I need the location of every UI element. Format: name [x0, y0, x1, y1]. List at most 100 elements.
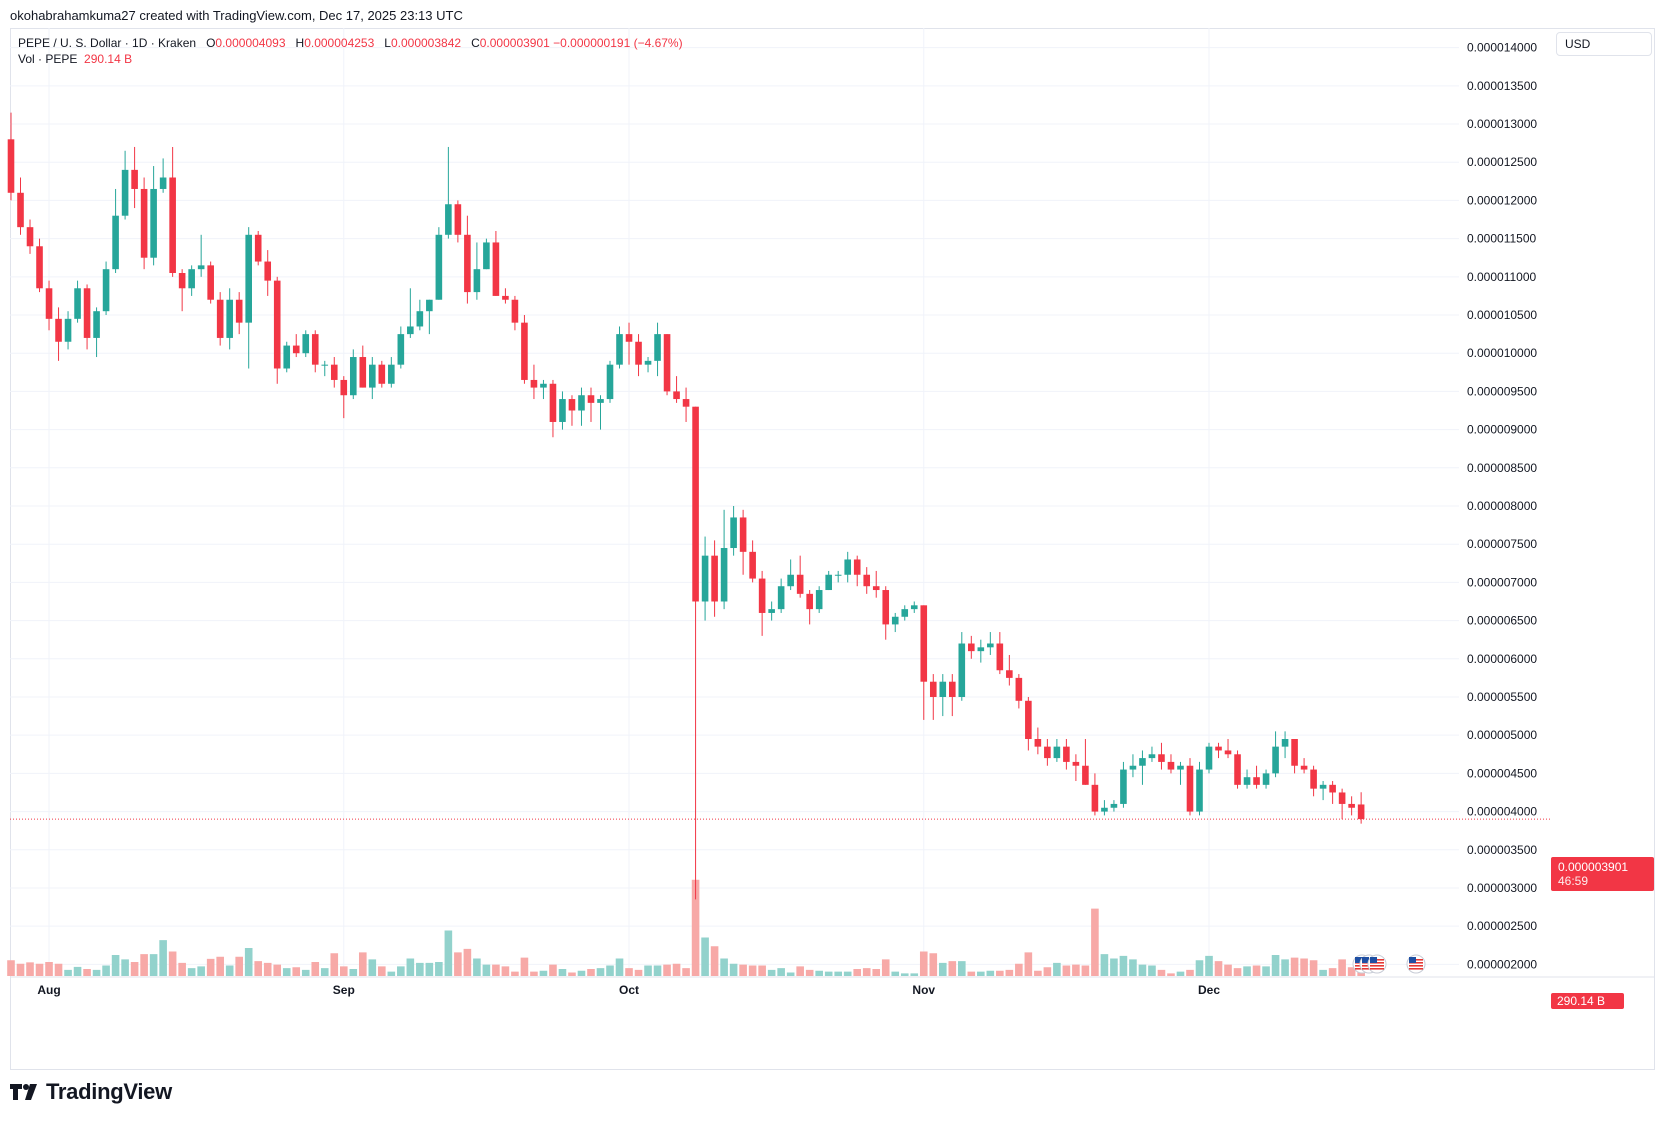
candle[interactable] [1025, 696, 1032, 751]
candle[interactable] [292, 334, 300, 358]
candle[interactable] [635, 334, 642, 377]
candle[interactable] [311, 330, 319, 373]
candle[interactable] [863, 567, 871, 594]
candle[interactable] [74, 280, 81, 323]
candle[interactable] [559, 391, 566, 430]
candle[interactable] [749, 540, 756, 583]
candle[interactable] [112, 188, 119, 273]
candle[interactable] [901, 605, 909, 621]
candle[interactable] [739, 509, 747, 575]
candle[interactable] [17, 177, 24, 235]
candle[interactable] [787, 559, 794, 591]
candle[interactable] [264, 250, 272, 296]
candle[interactable] [1310, 765, 1317, 797]
candle[interactable] [1167, 754, 1175, 774]
candle[interactable] [26, 219, 34, 254]
candle[interactable] [454, 200, 462, 243]
candle[interactable] [188, 265, 195, 296]
candle[interactable] [55, 307, 62, 361]
candle[interactable] [473, 242, 481, 300]
candle[interactable] [597, 395, 604, 430]
candle[interactable] [207, 261, 214, 304]
candle[interactable] [882, 586, 890, 640]
candle[interactable] [616, 326, 623, 369]
candle[interactable] [654, 322, 661, 377]
candle[interactable] [1243, 769, 1251, 789]
candle[interactable] [502, 288, 509, 304]
candle[interactable] [511, 295, 519, 331]
candle[interactable] [977, 639, 985, 663]
candle[interactable] [464, 215, 471, 304]
candle[interactable] [321, 360, 329, 377]
candle[interactable] [245, 227, 252, 369]
candle[interactable] [140, 177, 148, 270]
candle[interactable] [663, 334, 671, 396]
candle[interactable] [83, 284, 91, 350]
symbol-label[interactable]: PEPE / U. S. Dollar · 1D · Kraken [18, 36, 197, 50]
candle[interactable] [758, 570, 766, 636]
candle[interactable] [273, 276, 281, 384]
candle[interactable] [1129, 754, 1137, 778]
candle[interactable] [45, 280, 53, 331]
candle[interactable] [1196, 761, 1203, 816]
candle[interactable] [853, 555, 861, 587]
candle[interactable] [131, 146, 138, 209]
candle[interactable] [1158, 742, 1165, 770]
candle[interactable] [302, 330, 310, 358]
candle[interactable] [1110, 800, 1118, 812]
candle[interactable] [1205, 742, 1213, 774]
volume-label[interactable]: Vol · PEPE [18, 52, 78, 66]
candle[interactable] [254, 230, 262, 266]
candle[interactable] [1253, 765, 1260, 789]
candle[interactable] [606, 360, 614, 403]
candle[interactable] [673, 376, 680, 403]
candle[interactable] [625, 322, 633, 365]
candle[interactable] [1272, 731, 1279, 778]
candle[interactable] [929, 674, 937, 720]
candle[interactable] [388, 357, 395, 388]
candle[interactable] [349, 349, 357, 400]
candle[interactable] [1319, 781, 1327, 801]
candle[interactable] [1215, 742, 1222, 759]
candle[interactable] [1063, 739, 1070, 770]
candle[interactable] [416, 299, 424, 331]
candle[interactable] [549, 379, 557, 438]
candle[interactable] [1348, 796, 1355, 816]
candle[interactable] [1357, 792, 1365, 824]
candle[interactable] [644, 357, 652, 373]
candle[interactable] [435, 227, 443, 300]
candle[interactable] [768, 601, 775, 621]
candle[interactable] [891, 612, 899, 633]
candle[interactable] [1044, 739, 1051, 766]
candle[interactable] [93, 307, 100, 358]
candle[interactable] [64, 311, 72, 350]
candle[interactable] [844, 551, 852, 583]
candle[interactable] [1091, 773, 1099, 816]
candle[interactable] [1120, 761, 1127, 808]
candle[interactable] [216, 292, 224, 346]
candle[interactable] [578, 387, 585, 426]
candle[interactable] [682, 387, 690, 422]
candle[interactable] [7, 112, 15, 201]
candle[interactable] [492, 230, 500, 296]
candle[interactable] [1338, 788, 1346, 820]
candle[interactable] [968, 635, 975, 659]
candle[interactable] [226, 288, 233, 350]
candle[interactable] [369, 357, 376, 400]
candle[interactable] [1148, 746, 1156, 762]
candle[interactable] [540, 379, 547, 400]
candle[interactable] [939, 674, 947, 717]
candle[interactable] [1177, 761, 1184, 785]
candle[interactable] [587, 387, 595, 422]
candle[interactable] [1101, 800, 1108, 816]
candle[interactable] [1186, 758, 1194, 816]
candle[interactable] [996, 632, 1004, 675]
candle[interactable] [796, 555, 804, 598]
candle[interactable] [815, 586, 823, 613]
candle[interactable] [987, 632, 994, 655]
candle[interactable] [1006, 654, 1013, 686]
candle[interactable] [1262, 769, 1270, 789]
us-flag-event-icon[interactable] [1406, 954, 1426, 974]
candle[interactable] [359, 345, 367, 388]
